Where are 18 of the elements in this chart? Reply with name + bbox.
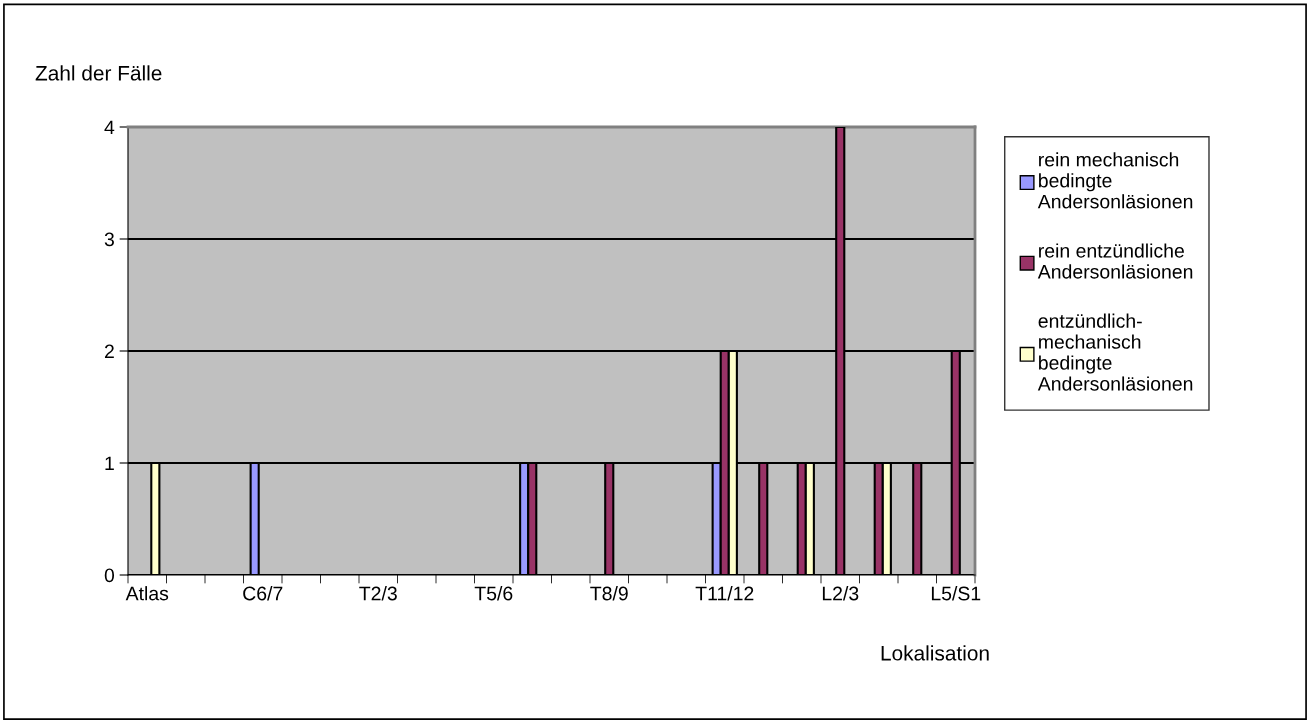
y-tick-label: 0 bbox=[104, 568, 115, 583]
x-tick-label: C6/7 bbox=[243, 586, 283, 601]
x-axis-title: Lokalisation bbox=[881, 645, 989, 661]
legend-label: rein entzündliche Andersonläsionen bbox=[1037, 243, 1193, 279]
x-tick-label: L5/S1 bbox=[931, 586, 981, 601]
x-tick-label: L2/3 bbox=[822, 586, 859, 601]
y-tick-label: 4 bbox=[104, 120, 115, 135]
y-tick-label: 2 bbox=[104, 344, 114, 359]
x-tick-label: Atlas bbox=[125, 586, 169, 601]
x-tick-label: T2/3 bbox=[359, 586, 397, 601]
legend-label: entzündlich-mechanisch bedingte Andersonläsionen bbox=[1037, 313, 1193, 391]
y-axis-title: Zahl der Fälle bbox=[35, 65, 162, 81]
x-tick-label: T5/6 bbox=[474, 586, 513, 601]
legend-label: rein mechanisch bedingte Andersonläsionen bbox=[1037, 152, 1193, 209]
x-tick-label: T11/12 bbox=[695, 586, 754, 601]
y-tick-label: 1 bbox=[105, 456, 114, 471]
x-tick-label: T8/9 bbox=[590, 586, 628, 601]
y-tick-label: 3 bbox=[104, 232, 114, 247]
